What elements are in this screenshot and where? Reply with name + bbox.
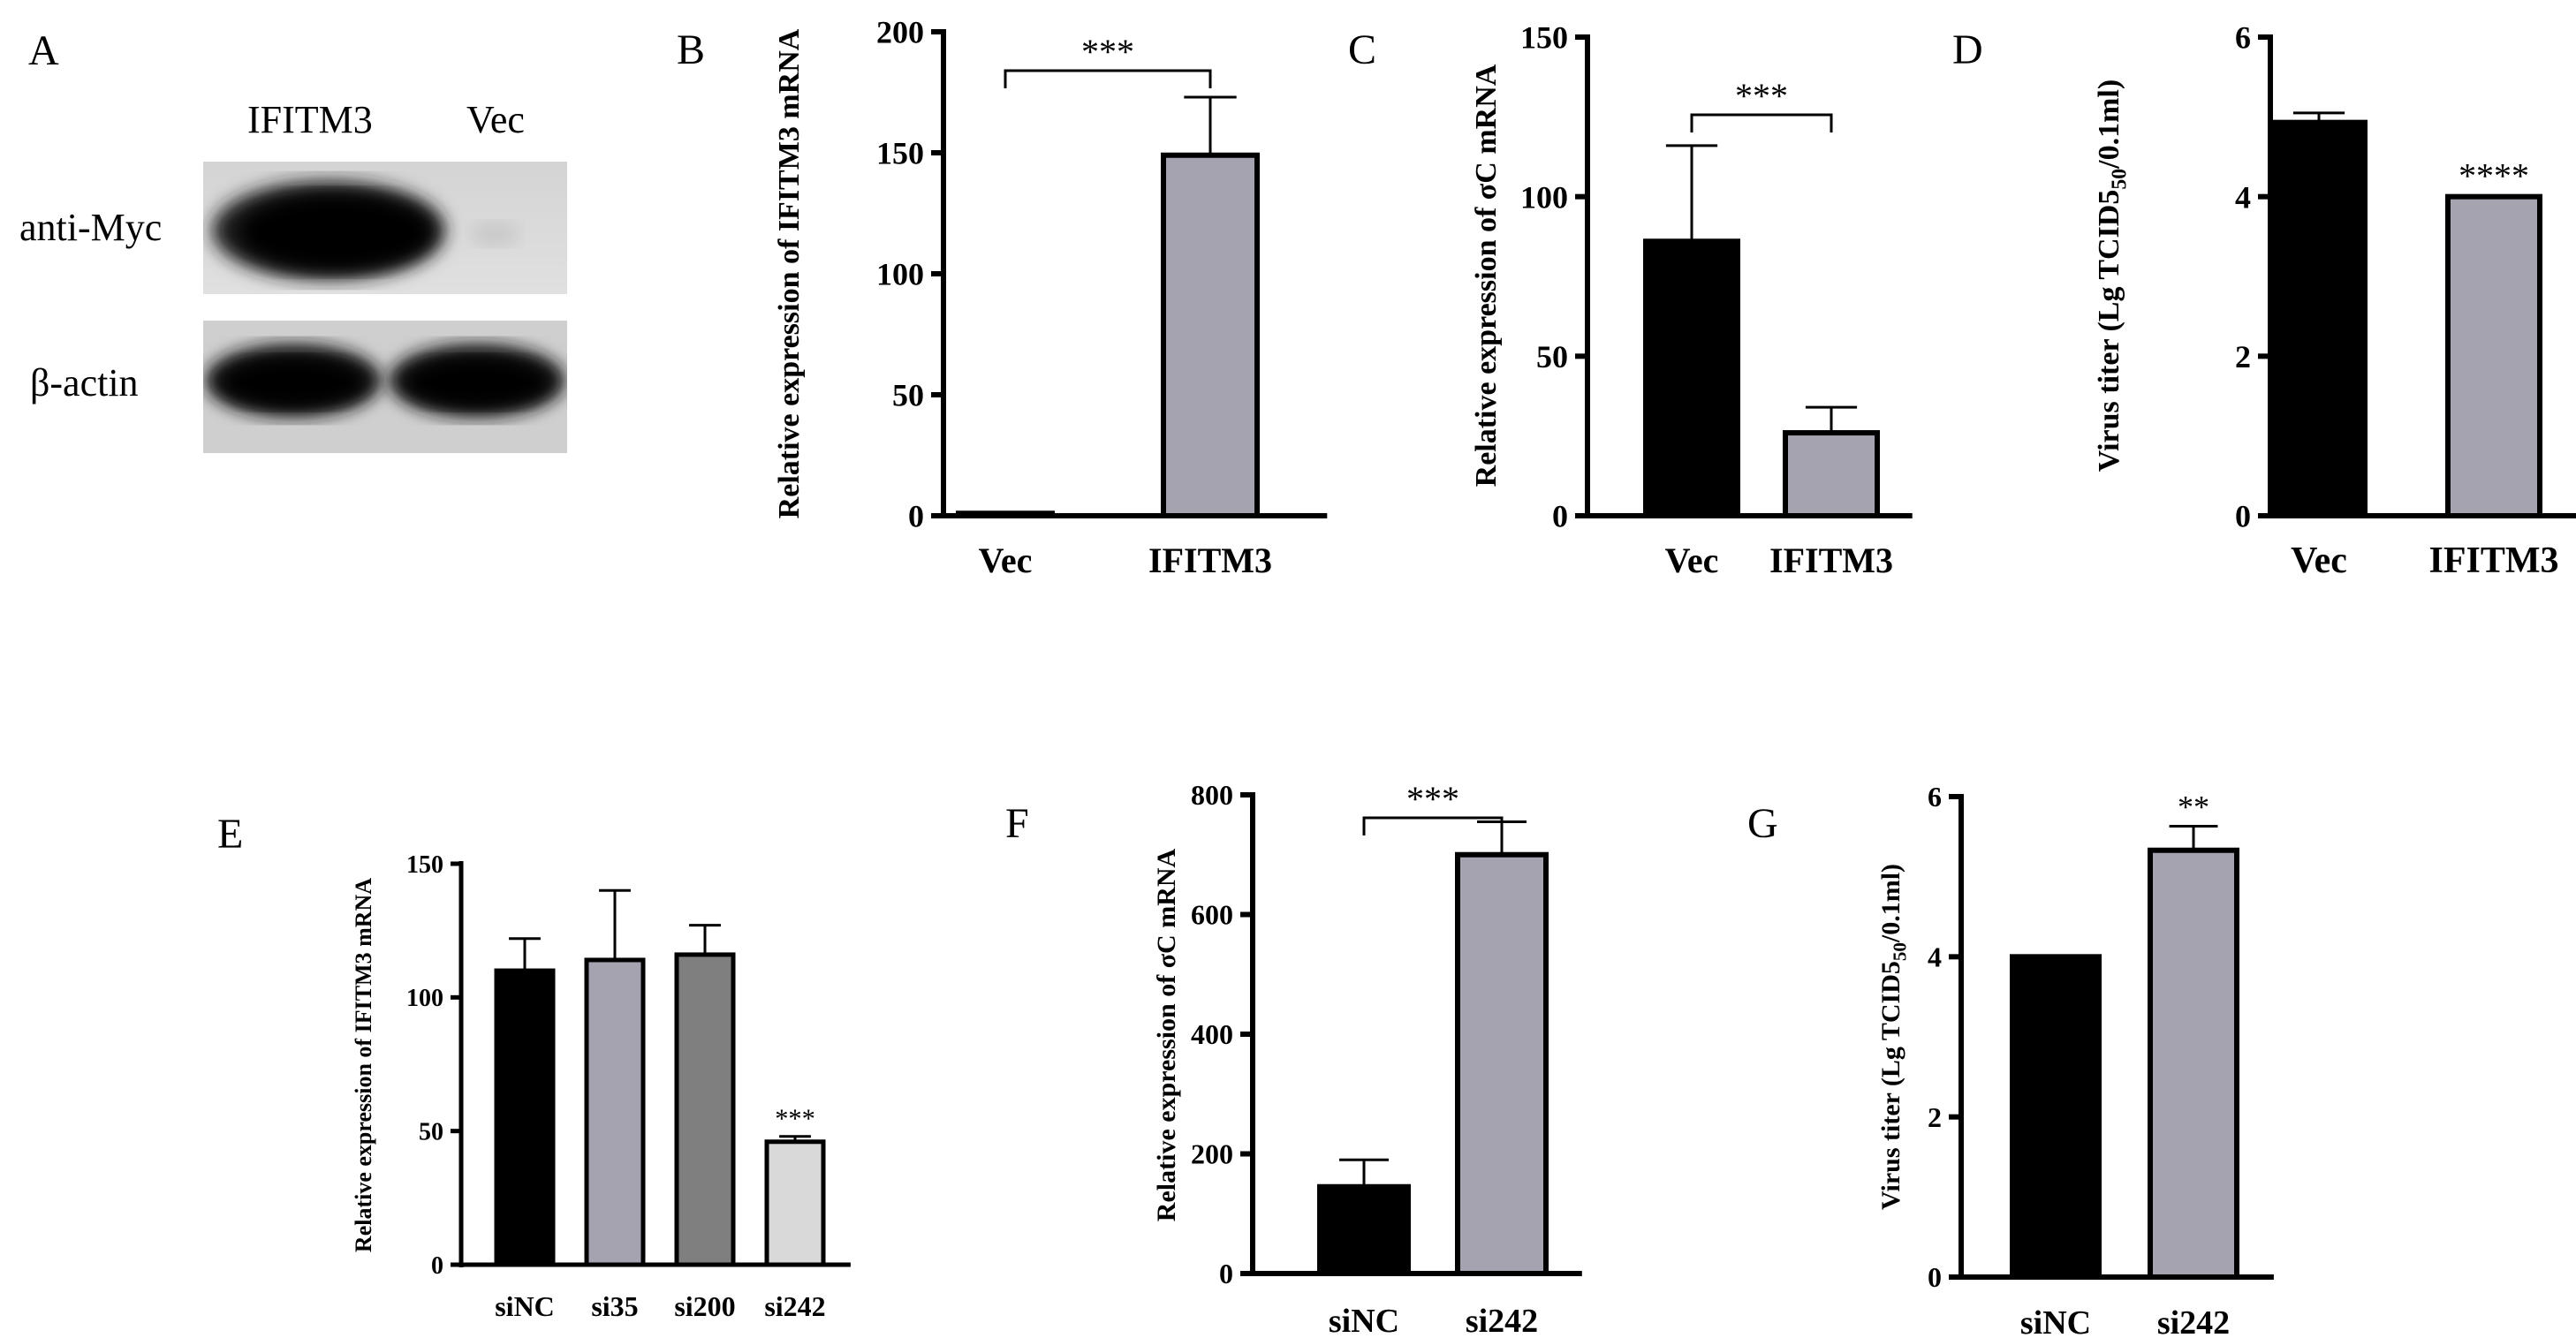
- y-tick-label: 100: [876, 257, 924, 292]
- y-axis-label: Relative expression of σC mRNA: [1152, 848, 1181, 1221]
- significance-stars: ***: [1081, 32, 1134, 72]
- y-tick-label: 0: [431, 1252, 443, 1280]
- y-axis-label: Relative expression of IFITM3 mRNA: [351, 878, 376, 1252]
- blot-image-beta-actin: [203, 321, 567, 453]
- panel-label-a: A: [28, 27, 59, 74]
- y-tick-label: 0: [908, 499, 924, 534]
- significance-stars: ***: [1735, 76, 1788, 116]
- y-tick-label: 0: [1928, 1261, 1942, 1293]
- panel-label-e: E: [217, 811, 243, 858]
- y-tick-label: 800: [1191, 779, 1233, 811]
- x-category-label: siNC: [1329, 1303, 1399, 1338]
- lane-label-vec: Vec: [466, 98, 525, 141]
- bar-si242: [764, 1139, 826, 1267]
- y-axis-label: Relative expression of IFITM3 mRNA: [773, 28, 806, 518]
- panel-label-f: F: [1005, 800, 1029, 847]
- bar-sinc: [494, 968, 556, 1267]
- y-tick-label: 0: [1552, 499, 1568, 534]
- bar-vec: [2270, 119, 2368, 518]
- y-tick-label: 600: [1191, 899, 1233, 931]
- significance-stars: ****: [2459, 156, 2529, 196]
- y-axis-label: Virus titer (Lg TCID550/0.1ml): [2093, 79, 2132, 472]
- x-category-label: Vec: [979, 540, 1033, 580]
- x-category-label: si200: [674, 1290, 735, 1322]
- y-tick-label: 150: [406, 851, 443, 879]
- row-label-beta-actin: β-actin: [30, 361, 139, 404]
- y-tick-label: 50: [892, 378, 924, 413]
- y-axis-label: Relative expression of σC mRNA: [1470, 64, 1503, 487]
- lane-label-ifitm3: IFITM3: [247, 98, 373, 141]
- chart-panel-d: D 0 2 4 6 Vec IFITM3 **** Virus titer (Lg TCID55…: [1952, 20, 2576, 581]
- y-tick-label: 100: [406, 985, 443, 1012]
- bar-vec: [1643, 238, 1740, 518]
- x-category-label: Vec: [2291, 540, 2347, 581]
- y-tick-label: 4: [2235, 179, 2251, 215]
- chart-panel-g: G 0 2 4 6 siNC si242 ** Virus titer (Lg TCID550/…: [1747, 781, 2274, 1338]
- significance-bracket: [1004, 69, 1212, 88]
- bar-si242: [1455, 851, 1549, 1276]
- blot-image-anti-myc: [203, 162, 567, 294]
- x-category-label: Vec: [1665, 540, 1719, 580]
- x-category-label: si242: [1466, 1303, 1538, 1338]
- panel-label-b: B: [677, 26, 705, 73]
- chart-panel-e: E 0 50 100 150 siNC si35 si200 si242 *** Relative …: [217, 811, 851, 1322]
- x-category-label: si242: [764, 1290, 825, 1322]
- bar-sinc: [2010, 954, 2102, 1281]
- significance-stars: ***: [775, 1104, 815, 1134]
- bar-ifitm3: [1161, 152, 1260, 519]
- row-label-anti-myc: anti-Myc: [19, 206, 163, 249]
- x-category-label: siNC: [495, 1290, 555, 1322]
- y-tick-label: 0: [1219, 1258, 1233, 1289]
- bar-ifitm3: [1783, 430, 1880, 519]
- significance-stars: ***: [1406, 779, 1459, 819]
- y-tick-label: 200: [1191, 1138, 1233, 1170]
- bar-sinc: [1317, 1183, 1411, 1276]
- panel-label-d: D: [1952, 26, 1983, 73]
- y-tick-label: 100: [1520, 179, 1568, 215]
- y-tick-label: 2: [2235, 339, 2251, 374]
- x-category-label: siNC: [2020, 1304, 2091, 1338]
- y-tick-label: 6: [1928, 781, 1942, 813]
- y-tick-label: 150: [1520, 20, 1568, 56]
- significance-bracket: [1362, 816, 1504, 835]
- x-category-label: IFITM3: [1148, 540, 1272, 580]
- y-tick-label: 50: [1536, 339, 1568, 374]
- bar-si242: [2148, 847, 2239, 1280]
- bar-si35: [584, 957, 646, 1267]
- panel-label-c: C: [1348, 26, 1376, 73]
- y-tick-label: 0: [2235, 499, 2251, 534]
- y-tick-label: 200: [876, 15, 924, 50]
- chart-panel-f: F 0 200 400 600 800 siNC si242 *** Relative expre…: [1005, 779, 1582, 1338]
- x-category-label: IFITM3: [2429, 540, 2559, 581]
- x-category-label: si242: [2157, 1304, 2230, 1338]
- x-category-label: IFITM3: [1769, 540, 1893, 580]
- y-tick-label: 6: [2235, 20, 2251, 56]
- x-category-label: si35: [591, 1290, 638, 1322]
- bar-ifitm3: [2445, 193, 2542, 519]
- significance-stars: **: [2178, 790, 2209, 825]
- western-blot-panel: A IFITM3 Vec anti-Myc β-actin: [0, 0, 636, 495]
- y-tick-label: 150: [876, 136, 924, 171]
- y-axis-label: Virus titer (Lg TCID550/0.1ml): [1876, 864, 1911, 1210]
- panel-label-g: G: [1747, 800, 1778, 847]
- chart-panel-b: B 0 50 100 150 200 Vec IFITM3 *** Relative expres…: [677, 15, 1328, 580]
- y-tick-label: 4: [1928, 941, 1942, 973]
- y-tick-label: 400: [1191, 1018, 1233, 1050]
- y-tick-label: 2: [1928, 1101, 1942, 1133]
- y-tick-label: 50: [419, 1118, 443, 1145]
- bar-si200: [674, 952, 736, 1267]
- significance-bracket: [1690, 113, 1833, 132]
- chart-panel-c: C 0 50 100 150 Vec IFITM3 *** Relative expressio…: [1348, 20, 1913, 580]
